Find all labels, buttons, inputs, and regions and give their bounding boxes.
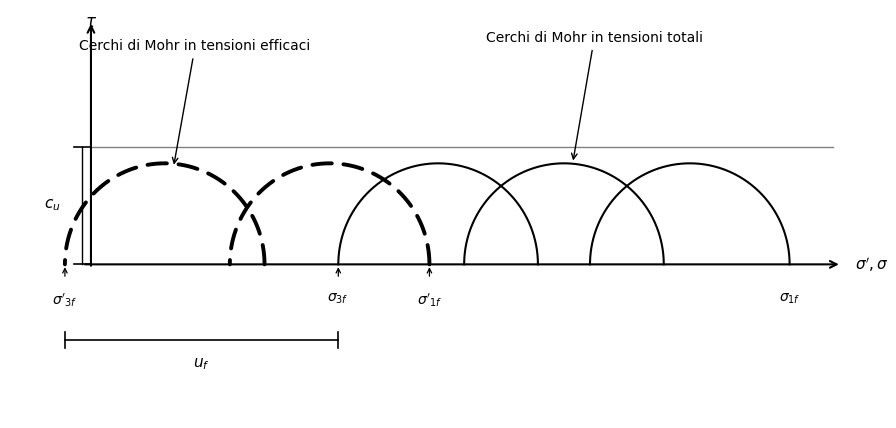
- Text: $\sigma', \sigma$: $\sigma', \sigma$: [855, 255, 888, 273]
- Text: $\sigma'_{3f}$: $\sigma'_{3f}$: [52, 291, 78, 309]
- Text: $c_u$: $c_u$: [44, 198, 61, 214]
- Text: $\tau$: $\tau$: [85, 12, 97, 30]
- Text: $\sigma_{1f}$: $\sigma_{1f}$: [779, 291, 800, 306]
- Text: $\sigma_{3f}$: $\sigma_{3f}$: [328, 291, 349, 306]
- Text: Cerchi di Mohr in tensioni totali: Cerchi di Mohr in tensioni totali: [486, 31, 702, 159]
- Text: $\sigma'_{1f}$: $\sigma'_{1f}$: [417, 291, 443, 309]
- Text: $u_f$: $u_f$: [194, 357, 210, 372]
- Text: Cerchi di Mohr in tensioni efficaci: Cerchi di Mohr in tensioni efficaci: [80, 39, 311, 163]
